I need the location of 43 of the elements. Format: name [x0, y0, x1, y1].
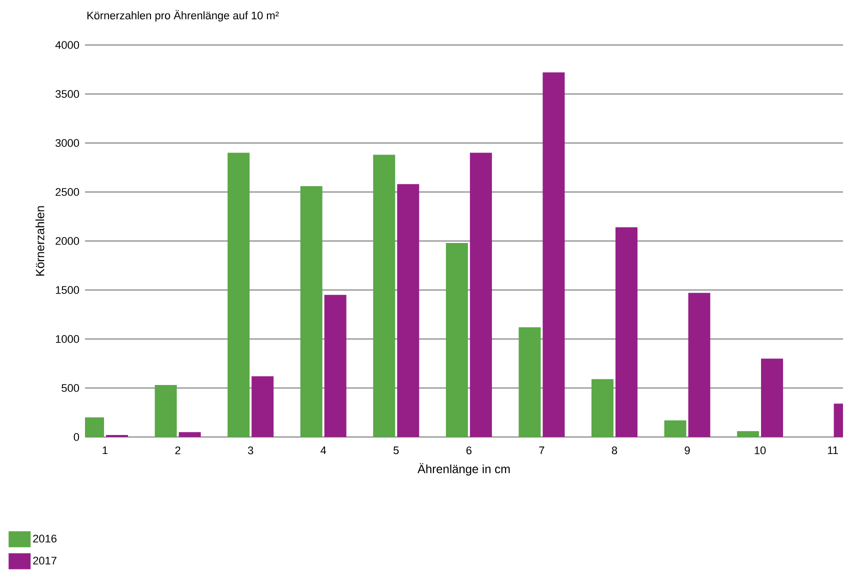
x-tick-label: 3 [248, 446, 254, 454]
x-tick-label: 2 [175, 446, 180, 454]
y-tick-label: 3000 [56, 138, 80, 147]
bar [518, 327, 541, 437]
y-tick-label: 4000 [55, 40, 80, 49]
bar [542, 72, 565, 437]
bar [324, 294, 346, 437]
x-tick-label: 9 [684, 446, 690, 454]
x-tick-label: 11 [828, 446, 838, 454]
y-tick-label: 1000 [56, 334, 80, 343]
y-axis-title: Körnerzahlen [35, 206, 44, 276]
y-tick-label: 2000 [56, 236, 80, 245]
x-tick-label: 7 [539, 446, 544, 454]
y-tick-label: 1500 [56, 286, 80, 294]
x-axis-title: Ährenlänge in cm [418, 462, 510, 476]
bar [252, 376, 274, 437]
x-tick-label: 6 [466, 446, 472, 454]
bar [178, 432, 201, 437]
y-tick-label: 0 [74, 432, 80, 441]
bar [446, 242, 468, 437]
y-tick-label: 500 [62, 384, 80, 392]
bar [397, 184, 420, 437]
chart-title: Körnerzahlen pro Ährenlänge auf 10 m² [87, 10, 279, 22]
legend-label: 2016 [33, 534, 56, 542]
y-tick-label: 3500 [56, 90, 80, 98]
y-tick-label: 2500 [56, 188, 80, 196]
x-tick-label: 4 [320, 446, 326, 454]
legend-label: 2017 [33, 556, 56, 564]
bar [591, 379, 614, 437]
bar [664, 420, 686, 437]
x-tick-label: 5 [394, 446, 399, 454]
bar [615, 227, 638, 437]
bar [688, 292, 710, 437]
bar [737, 430, 760, 437]
x-tick-label: 1 [102, 446, 108, 454]
bar [228, 152, 250, 437]
bar [761, 358, 784, 437]
bar [373, 154, 396, 437]
bar [470, 152, 492, 437]
x-tick-label: 10 [754, 446, 766, 454]
bar [300, 186, 322, 437]
x-tick-label: 8 [612, 446, 618, 454]
bar [154, 384, 177, 437]
